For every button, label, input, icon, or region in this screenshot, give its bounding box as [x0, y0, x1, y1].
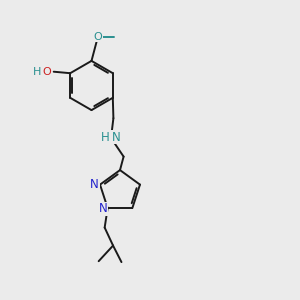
Text: O: O [43, 67, 51, 77]
Text: N: N [90, 178, 99, 191]
Text: N: N [99, 202, 107, 215]
Text: H: H [101, 131, 110, 144]
Text: N: N [112, 131, 121, 144]
Text: O: O [94, 32, 103, 42]
Text: H: H [33, 67, 41, 77]
